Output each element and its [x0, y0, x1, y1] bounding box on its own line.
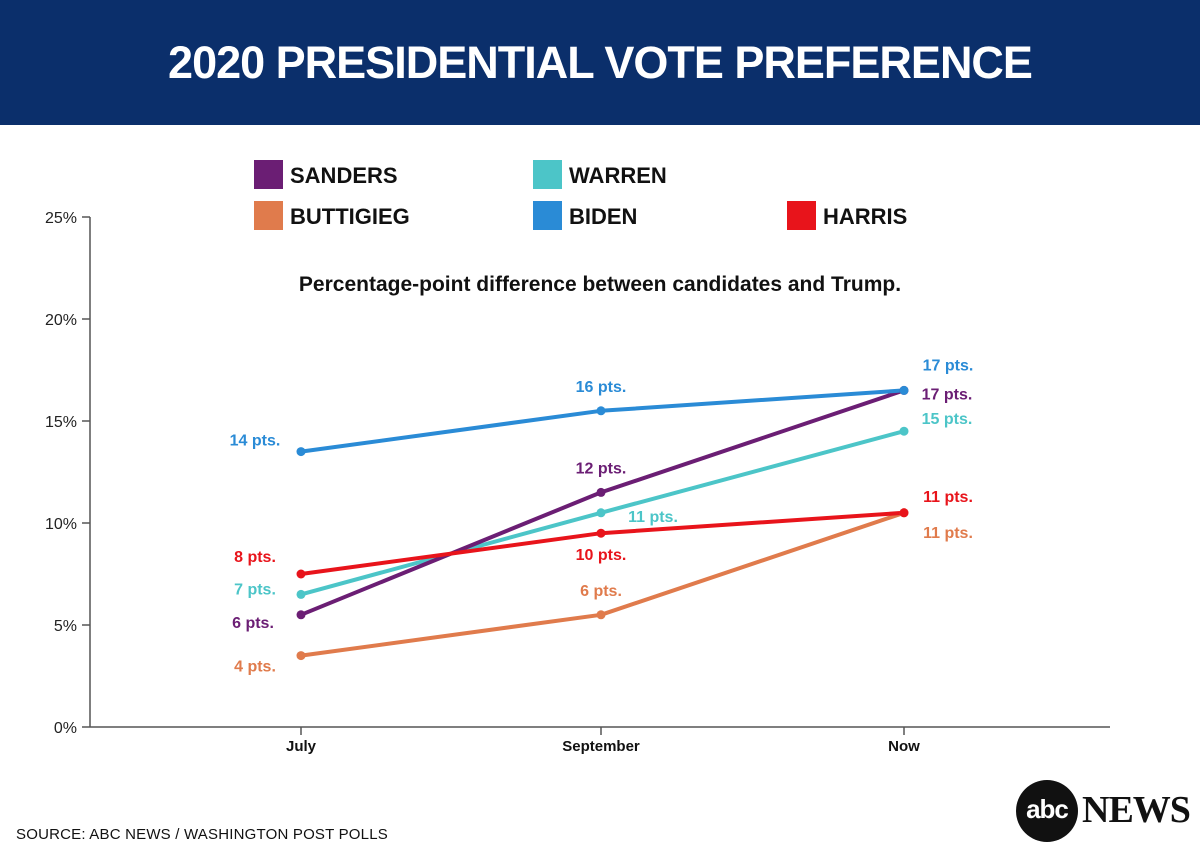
- data-point-biden: [596, 406, 606, 416]
- legend-swatch-buttigieg: [254, 201, 283, 230]
- x-tick-label: July: [286, 738, 317, 755]
- legend-label-sanders: SANDERS: [290, 163, 398, 188]
- data-point-sanders: [296, 610, 306, 620]
- legend-label-biden: BIDEN: [569, 204, 637, 229]
- abc-logo-mark: abc: [1016, 780, 1078, 842]
- legend-label-warren: WARREN: [569, 163, 667, 188]
- news-logo-text: NEWS: [1082, 789, 1191, 831]
- legend-swatch-harris: [787, 201, 816, 230]
- x-tick-label: September: [562, 738, 640, 755]
- legend-label-harris: HARRIS: [823, 204, 907, 229]
- data-point-warren: [899, 426, 909, 436]
- data-label-warren: 7 pts.: [234, 581, 276, 598]
- legend-swatch-warren: [533, 160, 562, 189]
- y-tick-label: 5%: [54, 618, 77, 635]
- data-label-sanders: 17 pts.: [922, 386, 973, 403]
- data-label-warren: 15 pts.: [922, 411, 973, 428]
- data-point-warren: [296, 589, 306, 599]
- data-point-harris: [596, 528, 606, 538]
- page-title: 2020 PRESIDENTIAL VOTE PREFERENCE: [168, 36, 1033, 88]
- data-point-warren: [596, 508, 606, 518]
- y-tick-label: 25%: [45, 210, 77, 227]
- data-point-buttigieg: [296, 651, 306, 661]
- data-label-warren: 11 pts.: [628, 509, 678, 526]
- data-label-buttigieg: 4 pts.: [234, 659, 276, 676]
- data-point-buttigieg: [596, 610, 606, 620]
- data-point-harris: [899, 508, 909, 518]
- source-note: SOURCE: ABC NEWS / WASHINGTON POST POLLS: [16, 826, 388, 843]
- data-point-harris: [296, 569, 306, 579]
- abc-logo-text: abc: [1026, 793, 1069, 824]
- data-label-harris: 10 pts.: [576, 547, 627, 564]
- y-tick-label: 15%: [45, 414, 77, 431]
- data-point-biden: [296, 447, 306, 457]
- data-label-biden: 14 pts.: [230, 433, 281, 450]
- y-tick-label: 20%: [45, 312, 77, 329]
- legend-swatch-sanders: [254, 160, 283, 189]
- chart-subtitle: Percentage-point difference between cand…: [299, 273, 901, 296]
- legend-swatch-biden: [533, 201, 562, 230]
- legend-label-buttigieg: BUTTIGIEG: [290, 204, 410, 229]
- data-label-buttigieg: 6 pts.: [580, 583, 622, 600]
- y-tick-label: 10%: [45, 516, 77, 533]
- data-label-harris: 11 pts.: [923, 489, 973, 506]
- data-point-sanders: [596, 487, 606, 497]
- data-label-sanders: 12 pts.: [576, 460, 627, 477]
- data-label-biden: 17 pts.: [923, 357, 974, 374]
- series-line-sanders: [299, 388, 906, 617]
- line-chart: 0% 5% 10% 15% 20% 25% July September Now Percenta…: [45, 160, 1110, 755]
- data-point-biden: [899, 385, 909, 395]
- data-label-biden: 16 pts.: [576, 379, 627, 396]
- data-label-sanders: 6 pts.: [232, 615, 274, 632]
- data-label-buttigieg: 11 pts.: [923, 525, 973, 542]
- y-tick-label: 0%: [54, 720, 77, 737]
- data-label-harris: 8 pts.: [234, 549, 276, 566]
- header-banner: 2020 PRESIDENTIAL VOTE PREFERENCE: [0, 0, 1200, 125]
- x-tick-label: Now: [888, 738, 920, 755]
